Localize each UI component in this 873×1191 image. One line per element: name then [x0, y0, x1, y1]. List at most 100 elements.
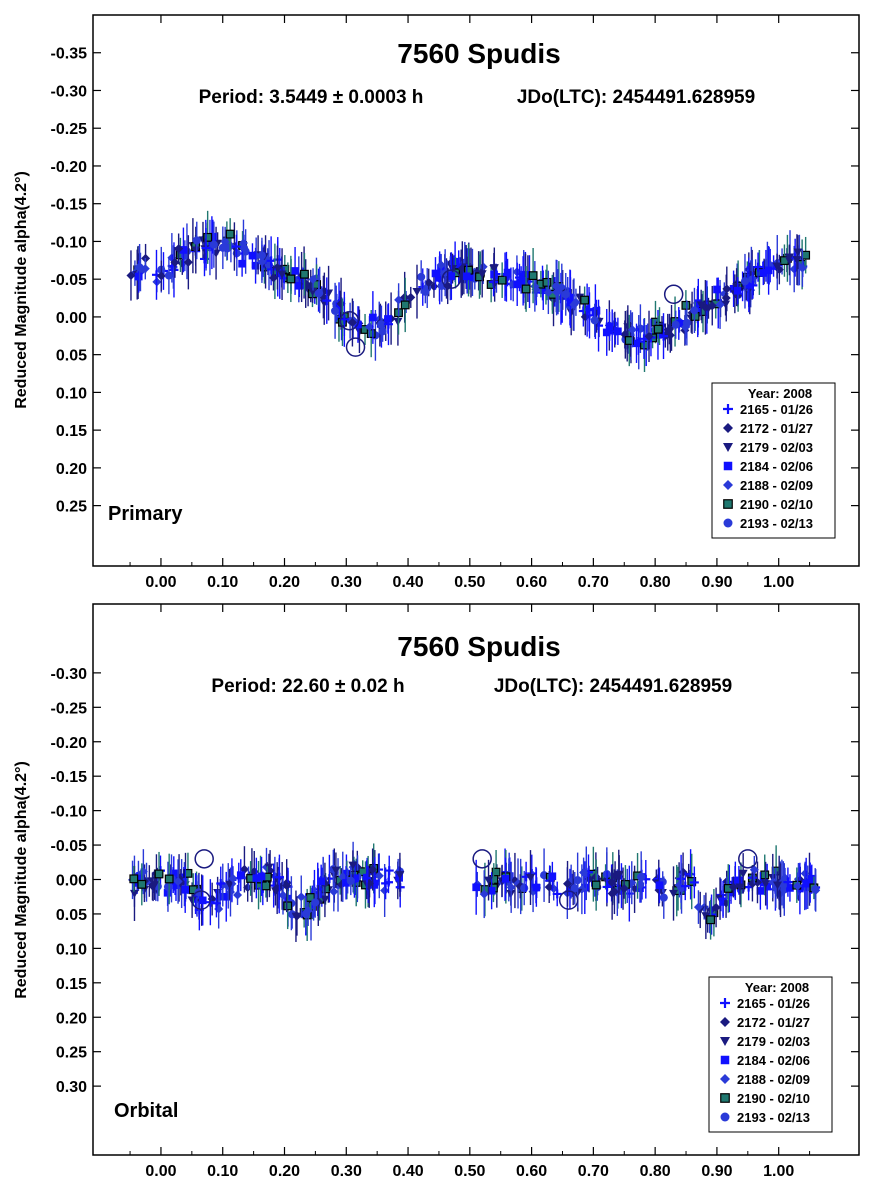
data-point	[607, 889, 617, 899]
y-tick-label: 0.00	[56, 310, 87, 327]
y-tick-label: -0.10	[51, 234, 88, 251]
data-point	[370, 876, 380, 886]
data-point	[580, 883, 589, 892]
y-tick-label: -0.10	[51, 804, 88, 821]
data-point	[226, 241, 236, 251]
data-point	[602, 882, 612, 892]
data-point	[173, 877, 183, 887]
data-point	[236, 871, 245, 879]
data-point	[627, 325, 637, 335]
data-point	[239, 244, 249, 253]
data-point	[183, 868, 193, 878]
legend-entry-label: 2184 - 02/06	[740, 459, 813, 474]
data-point	[696, 301, 706, 310]
legend-marker	[723, 404, 733, 414]
primary-plot-frame	[92, 14, 860, 567]
y-tick-label: -0.15	[51, 197, 88, 214]
data-point	[286, 274, 296, 284]
data-point	[552, 889, 562, 899]
data-point	[164, 271, 173, 280]
data-point	[191, 246, 201, 255]
data-point	[539, 286, 548, 295]
data-point	[543, 287, 553, 297]
data-point	[783, 877, 793, 887]
y-tick-label: 0.15	[56, 976, 87, 993]
data-point	[532, 883, 541, 892]
data-point	[218, 243, 227, 252]
data-point	[665, 330, 675, 340]
data-point	[764, 266, 773, 275]
data-point	[283, 901, 293, 911]
data-point	[274, 872, 284, 882]
data-point	[163, 882, 173, 891]
data-point	[756, 887, 765, 895]
legend-marker	[720, 1055, 730, 1065]
data-point	[707, 301, 717, 311]
data-point	[520, 884, 529, 893]
y-tick-label: -0.25	[51, 121, 88, 138]
primary-period: Period: 3.5449 ± 0.0003 h	[199, 87, 424, 108]
y-tick-label: 0.00	[56, 873, 87, 890]
data-point	[761, 880, 771, 889]
data-point	[579, 867, 589, 877]
data-point	[447, 272, 456, 280]
data-point	[454, 263, 463, 272]
data-point	[519, 277, 527, 285]
data-point	[633, 337, 643, 347]
data-point	[154, 869, 164, 879]
data-point	[129, 889, 139, 898]
y-tick-label: 0.05	[56, 907, 87, 924]
x-tick-label: 0.00	[145, 1163, 176, 1180]
data-point	[364, 322, 374, 332]
data-point	[238, 259, 246, 268]
data-point	[400, 300, 410, 310]
data-point	[291, 267, 299, 275]
data-point	[639, 334, 649, 344]
data-point	[183, 257, 193, 267]
x-tick-label: 0.70	[578, 1163, 609, 1180]
legend-entry-label: 2193 - 02/13	[740, 516, 813, 531]
data-point	[150, 881, 160, 890]
data-point	[336, 299, 346, 309]
y-tick-label: -0.25	[51, 700, 88, 717]
data-point	[478, 262, 488, 272]
data-point	[619, 884, 629, 894]
primary-legend: Year: 2008 2165 - 01/26 2172 - 01/27 2179 …	[711, 382, 836, 539]
data-point	[406, 292, 416, 302]
data-point	[477, 270, 487, 279]
data-point	[748, 280, 758, 290]
x-tick-label: 0.40	[392, 1163, 423, 1180]
x-tick-label: 0.00	[145, 574, 176, 591]
data-point	[346, 876, 355, 885]
data-point	[590, 316, 599, 325]
primary-legend-title: Year: 2008	[748, 386, 812, 401]
data-point	[580, 295, 590, 305]
data-point	[772, 262, 782, 271]
highlight-marker	[441, 269, 462, 289]
orbital-panel: 7560 Spudis Period: 22.60 ± 0.02 h JDo(L…	[13, 603, 860, 1180]
data-point	[802, 879, 810, 888]
data-point	[735, 876, 743, 885]
data-point	[156, 271, 166, 281]
y-tick-label: 0.10	[56, 385, 87, 402]
x-tick-label: 1.00	[763, 574, 794, 591]
legend-marker	[720, 1093, 730, 1103]
data-point	[693, 902, 703, 912]
legend-entry-label: 2179 - 02/03	[740, 440, 813, 455]
data-point	[553, 287, 563, 297]
data-point	[198, 896, 207, 905]
data-point	[170, 257, 180, 267]
data-point	[669, 889, 679, 898]
legend-entry-label: 2188 - 02/09	[740, 478, 813, 493]
data-point	[192, 236, 201, 245]
primary-y-axis-label: Reduced Magnitude alpha(4.2°)	[13, 171, 30, 409]
legend-entry-label: 2165 - 01/26	[737, 996, 810, 1011]
legend-entry-label: 2188 - 02/09	[737, 1072, 810, 1087]
data-point	[233, 890, 243, 900]
orbital-panel-label: Orbital	[114, 1100, 178, 1122]
data-point	[561, 290, 570, 299]
data-point	[201, 243, 211, 253]
data-point	[311, 898, 320, 907]
x-tick-label: 0.80	[640, 574, 671, 591]
